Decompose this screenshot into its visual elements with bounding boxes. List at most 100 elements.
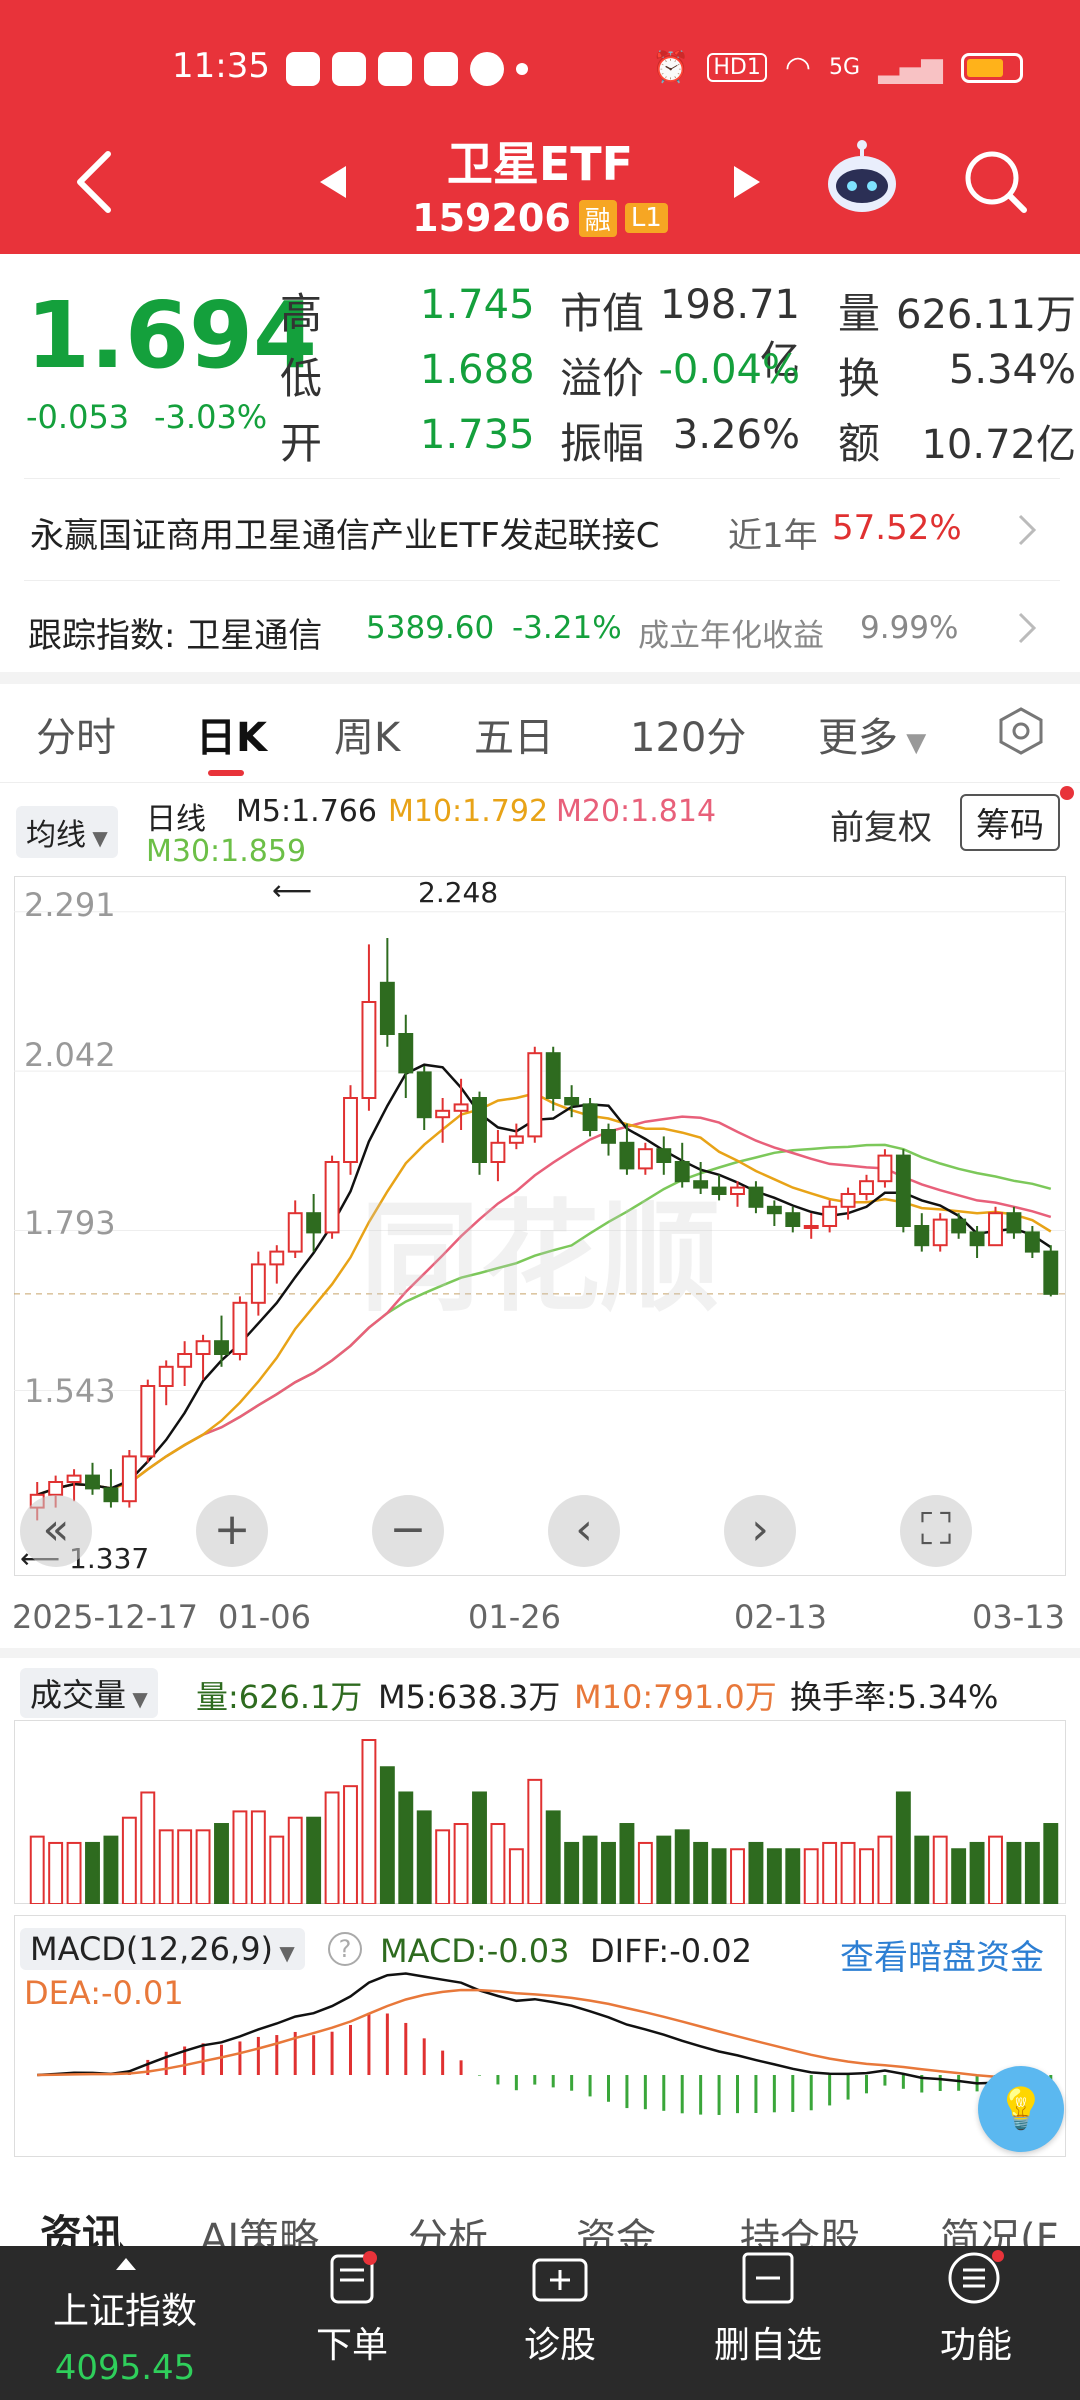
tab-overview[interactable]: 简况(F [940, 2216, 1059, 2246]
macd-selector[interactable]: MACD(12,26,9) ▼ [20, 1928, 305, 1970]
candle [840, 1187, 856, 1220]
candle-body [1043, 1250, 1059, 1295]
volume-bar [619, 1823, 635, 1904]
volume-bar [637, 1841, 653, 1904]
volume-bar [601, 1841, 616, 1904]
more-dot-icon [516, 63, 528, 75]
macd-chart[interactable] [14, 1915, 1066, 2157]
volume-bar [214, 1823, 229, 1904]
open-label: 开 [280, 419, 323, 468]
volume-chart[interactable] [14, 1720, 1066, 1904]
ma5-line [36, 1063, 1052, 1496]
indicator-selector[interactable]: 均线 ▼ [16, 806, 118, 858]
next-stock-icon[interactable] [732, 164, 762, 200]
ma10-line [36, 1092, 1052, 1496]
volume-bar [232, 1810, 248, 1904]
candle [66, 1469, 82, 1502]
candle-body [619, 1141, 635, 1170]
candle [85, 1462, 100, 1495]
candle [1006, 1206, 1022, 1239]
stock-code-row: 159206 融 L1 [380, 196, 700, 240]
help-icon[interactable]: ? [328, 1932, 362, 1966]
scroll-left-button[interactable]: ‹ [548, 1495, 620, 1567]
y-tick-3: 1.793 [24, 1204, 116, 1242]
back-icon[interactable] [72, 150, 116, 214]
lightbulb-float-button[interactable]: 💡 [978, 2066, 1064, 2152]
settings-hexagon-icon[interactable] [996, 706, 1046, 756]
chart-frame [14, 1915, 1066, 2157]
tab-funds[interactable]: 资金 [576, 2216, 656, 2246]
tab-five-day[interactable]: 五日 [474, 715, 554, 761]
news-notify-icon [332, 52, 366, 86]
signal-icon: ▂▄▆ [878, 51, 943, 84]
candle-body [840, 1193, 856, 1208]
candle-body [361, 1001, 377, 1099]
tab-daily-k[interactable]: 日K [196, 715, 267, 761]
hd-icon: HD1 [707, 53, 767, 82]
volume-m5: M5:638.3万 [378, 1678, 561, 1716]
robot-assistant-icon[interactable] [822, 140, 902, 220]
candle [416, 1066, 432, 1130]
candle [895, 1149, 911, 1233]
tab-ai-strategy[interactable]: AI策略 [200, 2216, 320, 2246]
volume-bar [564, 1841, 580, 1904]
tab-120min[interactable]: 120分 [630, 715, 747, 761]
chips-button[interactable]: 筹码 [960, 794, 1060, 851]
adjust-mode[interactable]: 前复权 [830, 808, 932, 848]
tab-intraday[interactable]: 分时 [36, 715, 116, 761]
wifi-icon: ◠ [784, 50, 812, 85]
volume-bar [472, 1791, 487, 1904]
tab-weekly-k[interactable]: 周K [334, 715, 401, 761]
tab-holdings[interactable]: 持仓股 [740, 2216, 860, 2246]
linked-fund-row[interactable]: 永赢国证商用卫星通信产业ETF发起联接C 近1年 57.52% [0, 480, 1080, 580]
divider [0, 782, 1080, 783]
app-header: 11:35 ⏰ HD1 ◠ 5G ▂▄▆ 卫星ETF 159206 融 L1 [0, 0, 1080, 254]
candle [490, 1130, 506, 1182]
tab-analysis[interactable]: 分析 [408, 2216, 488, 2246]
remove-watchlist-nav[interactable]: 删自选 [678, 2250, 858, 2368]
candle-body [177, 1353, 193, 1368]
candle [103, 1469, 119, 1508]
candle [232, 1296, 248, 1361]
scroll-start-button[interactable]: « [20, 1495, 92, 1567]
volume-bar [748, 1841, 764, 1904]
ma-period: 日线 [146, 802, 206, 837]
arrow-left-icon: ⟵ [272, 874, 313, 907]
zoom-out-button[interactable]: − [372, 1495, 444, 1567]
volume-bar [969, 1841, 985, 1904]
volume-bar [674, 1829, 690, 1904]
order-nav[interactable]: 下单 [262, 2250, 442, 2368]
diagnose-nav[interactable]: 诊股 [470, 2250, 650, 2368]
candle-body [914, 1225, 930, 1247]
kline-chart[interactable] [14, 876, 1066, 1576]
ma5-legend: M5:1.766 [236, 794, 377, 829]
section-gap [0, 1648, 1080, 1658]
macd-selector-label: MACD(12,26,9) [30, 1930, 274, 1968]
index-ticker[interactable]: 上证指数 4095.45 [0, 2282, 250, 2388]
tab-news[interactable]: 资讯 [40, 2211, 125, 2246]
zoom-in-button[interactable]: + [196, 1495, 268, 1567]
x-tick-2: 01-06 [218, 1598, 311, 1636]
alarm-icon: ⏰ [652, 50, 690, 85]
caret-down-icon: ▼ [126, 1687, 148, 1711]
candle-body [343, 1097, 358, 1163]
volume-indicator-selector[interactable]: 成交量 ▼ [20, 1668, 158, 1718]
search-icon[interactable] [962, 148, 1028, 214]
tracking-index-row[interactable]: 跟踪指数: 卫星通信 5389.60 -3.21% 成立年化收益 9.99% [0, 582, 1080, 672]
scroll-right-button[interactable]: › [724, 1495, 796, 1567]
margin-badge: 融 [578, 199, 617, 237]
candle-body [822, 1205, 838, 1227]
volume-selector-label: 成交量 [30, 1676, 127, 1714]
candle [932, 1213, 948, 1252]
caret-down-icon: ▼ [898, 728, 927, 758]
candle-body [748, 1186, 764, 1208]
dark-pool-link[interactable]: 查看暗盘资金 [840, 1938, 1044, 1978]
fullscreen-button[interactable]: ⛶ [900, 1495, 972, 1567]
functions-nav[interactable]: 功能 [886, 2250, 1066, 2368]
bottom-nav [0, 2246, 1080, 2400]
candle-body [232, 1301, 248, 1355]
tab-more[interactable]: 更多 ▼ [818, 705, 926, 763]
linked-fund-period: 近1年 [728, 516, 818, 556]
volume-bar [877, 1835, 893, 1904]
prev-stock-icon[interactable] [318, 164, 348, 200]
